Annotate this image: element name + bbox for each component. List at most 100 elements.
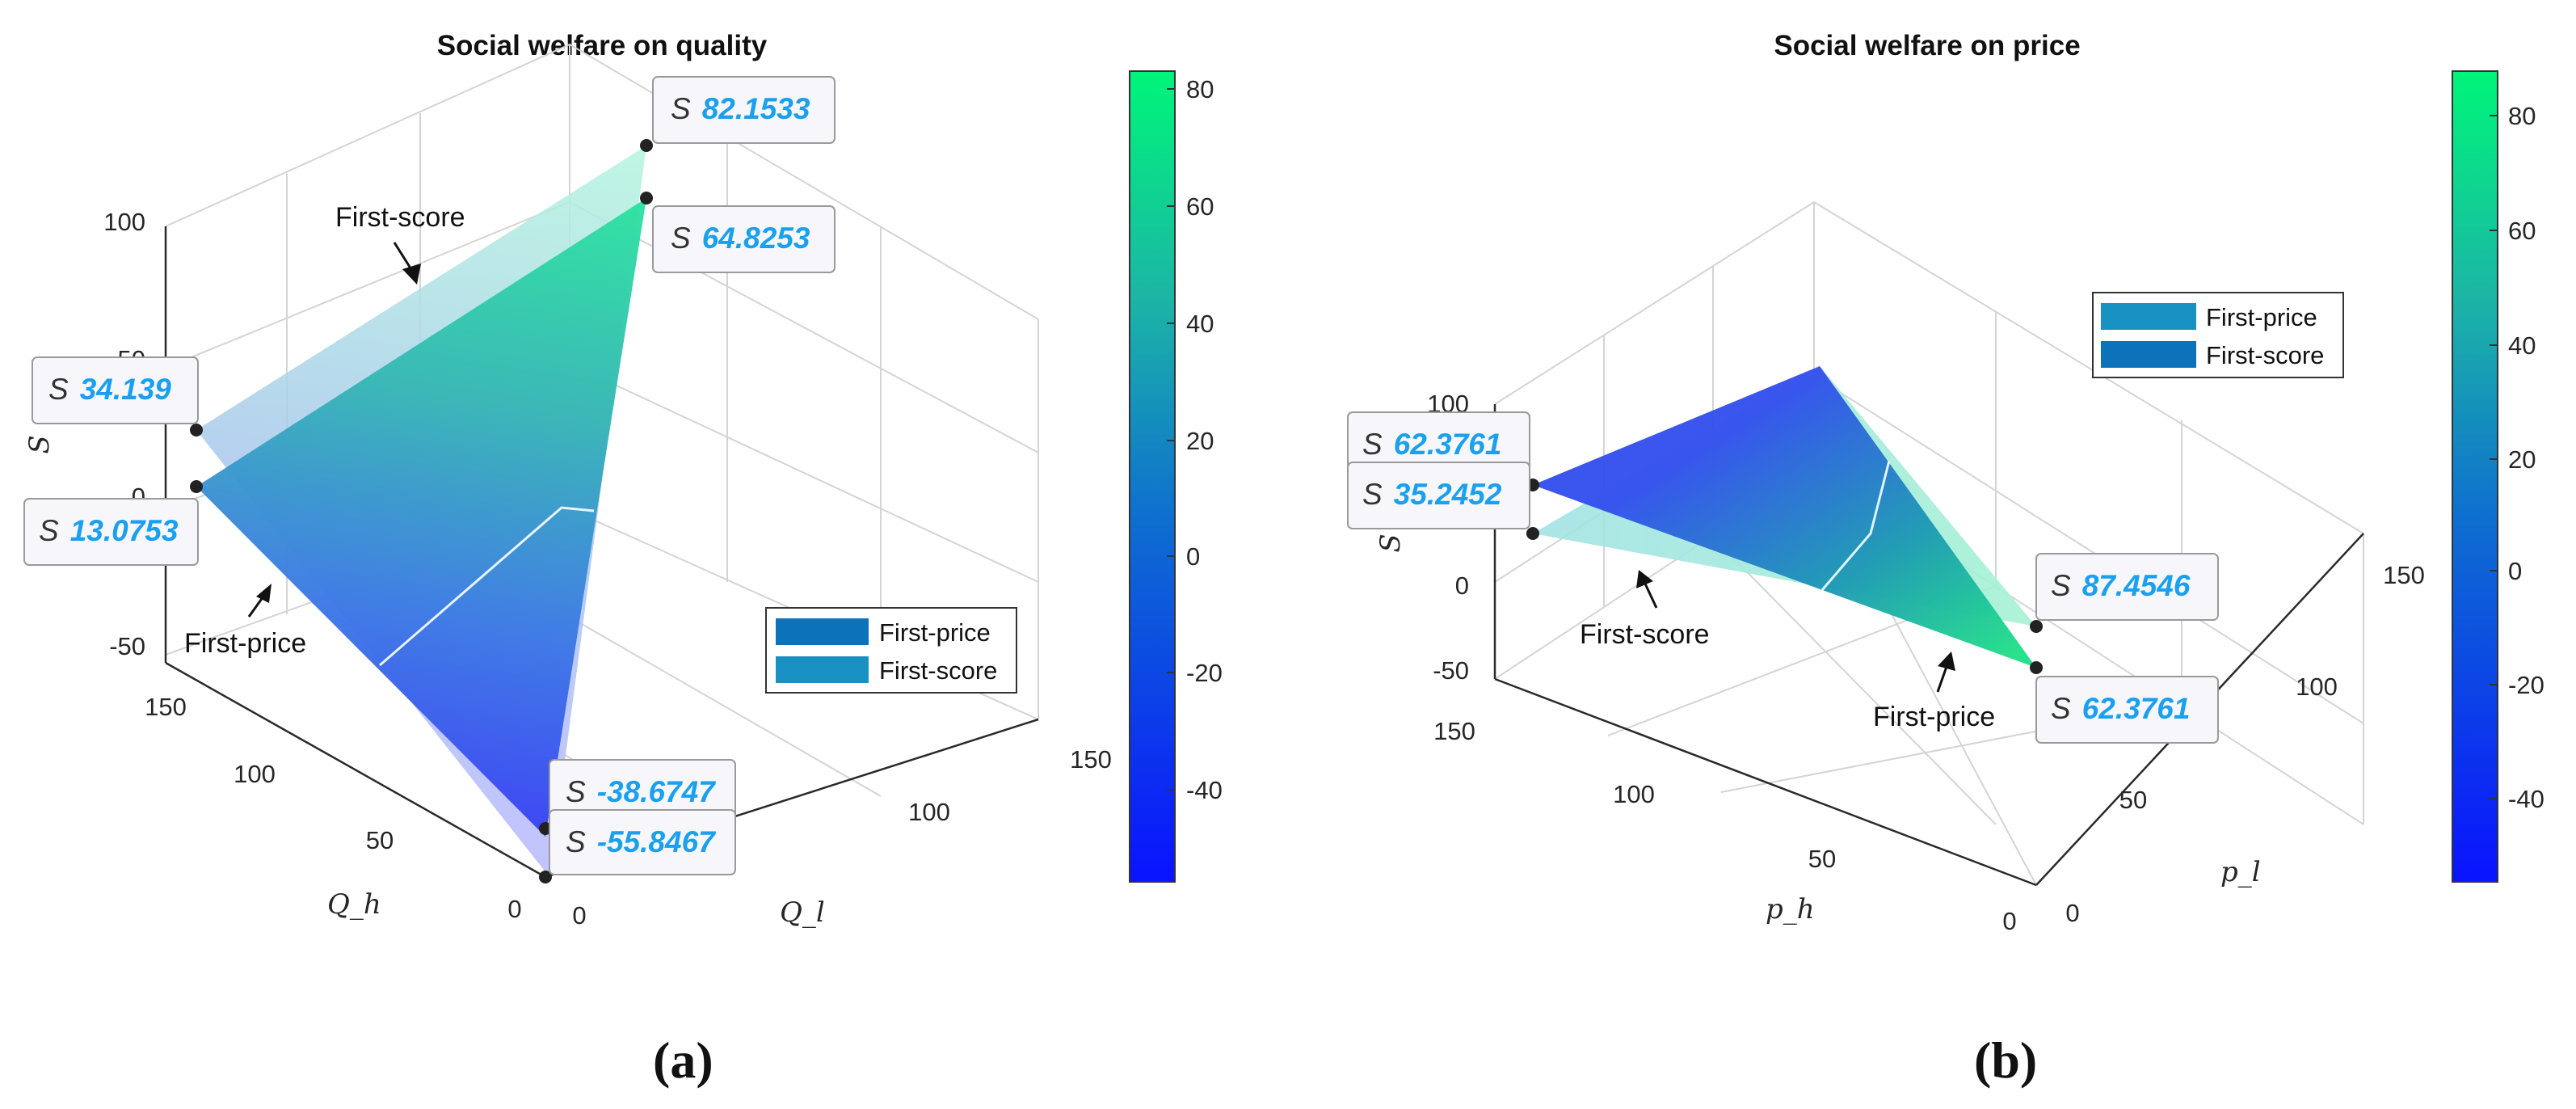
kink-line-a xyxy=(379,506,595,667)
y-tick-b: 150 xyxy=(1433,717,1475,745)
panel-a: Social welfare on quality xyxy=(23,30,1223,930)
datatip-a[interactable]: S -38.6747 xyxy=(549,759,736,825)
x-tick-b: 150 xyxy=(2383,561,2425,589)
datatip-label: S xyxy=(566,775,586,808)
colorbar-tick-label-b: 60 xyxy=(2508,217,2536,245)
datatip-label: S xyxy=(39,514,59,547)
datatip-b[interactable]: S 87.4546 xyxy=(2035,553,2219,621)
z-tick-b: 0 xyxy=(1455,571,1469,600)
svg-text:S82.1533: S 82.1533 xyxy=(671,92,810,125)
first-price-surface-a xyxy=(196,198,646,837)
legend-swatch-first-score-a xyxy=(776,656,869,683)
datatip-a[interactable]: S -55.8467 xyxy=(549,809,736,875)
colorbar-tick-label-b: -40 xyxy=(2508,785,2544,813)
chart-title-b: Social welfare on price xyxy=(1774,30,2080,61)
legend-swatch-first-price-a xyxy=(776,618,869,645)
y-tick-b: 100 xyxy=(1613,780,1655,808)
x-axis-label-b: p_l xyxy=(2220,856,2261,888)
legend-label-b: First-price xyxy=(2206,303,2317,331)
legend-label-a: First-score xyxy=(879,656,997,685)
annotation-arrowhead-a xyxy=(256,584,271,603)
y-tick-a: 0 xyxy=(507,895,521,923)
caption-b: (b) xyxy=(1974,1031,2038,1089)
y-axis-label-b: p_h xyxy=(1766,893,1815,926)
colorbar-tick-label-b: -20 xyxy=(2508,671,2544,699)
x-tick-b: 100 xyxy=(2296,673,2338,701)
x-axis-label-a: Q_l xyxy=(780,896,825,929)
annotation-arrowhead-b xyxy=(1938,651,1955,671)
datatip-label: S xyxy=(566,825,586,858)
datatip-b[interactable]: S 35.2452 xyxy=(1347,462,1530,529)
annotation-arrowhead-b xyxy=(1636,570,1653,588)
colorbar-b xyxy=(2452,70,2498,883)
z-axis-label-a: S xyxy=(23,435,56,453)
datatip-a[interactable]: S 34.139 xyxy=(32,356,199,424)
colorbar-tick-label-a: 20 xyxy=(1186,427,1214,455)
datatip-a[interactable]: S 13.0753 xyxy=(23,498,199,566)
colorbar-ticks-b xyxy=(2490,115,2498,799)
colorbar-tick-label-b: 80 xyxy=(2508,102,2536,130)
z-axis-label-b: S xyxy=(1374,533,1407,552)
z-tick-a: 100 xyxy=(103,208,145,236)
y-tick-b: 0 xyxy=(2002,907,2016,935)
x-tick-b: 0 xyxy=(2065,899,2079,927)
chart-title-a: Social welfare on quality xyxy=(437,30,768,61)
svg-text:S35.2452: S 35.2452 xyxy=(1362,478,1502,511)
colorbar-a xyxy=(1129,70,1176,883)
z-tick-a: -50 xyxy=(109,632,145,660)
annotation-first-price-b: First-price xyxy=(1873,702,1995,732)
legend-swatch-first-score-b xyxy=(2101,341,2196,368)
datatip-value: 64.8253 xyxy=(702,221,810,255)
colorbar-tick-label-b: 0 xyxy=(2508,557,2522,585)
datatip-value: 34.139 xyxy=(80,373,172,406)
caption-a: (a) xyxy=(653,1031,713,1089)
legend-label-b: First-score xyxy=(2206,341,2324,369)
datatip-a[interactable]: S 82.1533 xyxy=(652,76,836,144)
first-price-surface-b xyxy=(1533,366,2036,668)
datatip-value: -55.8467 xyxy=(597,825,717,858)
colorbar-tick-label-a: 80 xyxy=(1186,75,1214,103)
panel-b: Social welfare on price xyxy=(1347,30,2544,935)
annotation-first-price-a: First-price xyxy=(184,628,306,659)
y-tick-a: 100 xyxy=(234,760,276,788)
svg-text:S62.3761: S 62.3761 xyxy=(2051,692,2190,725)
datatip-label: S xyxy=(671,221,691,255)
annotation-first-score-b: First-score xyxy=(1580,619,1710,650)
colorbar-tick-label-a: -40 xyxy=(1186,776,1223,804)
datatip-a[interactable]: S 64.8253 xyxy=(652,205,836,273)
datatip-b[interactable]: S 62.3761 xyxy=(2035,676,2219,744)
datatip-label: S xyxy=(48,373,69,406)
y-axis-label-a: Q_h xyxy=(327,888,381,921)
colorbar-tick-label-b: 40 xyxy=(2508,331,2536,360)
datatip-label: S xyxy=(2051,569,2071,602)
legend-b: First-price First-score xyxy=(2092,292,2344,378)
datatip-label: S xyxy=(1362,478,1383,511)
annotation-first-score-a: First-score xyxy=(335,202,465,233)
svg-text:S-55.8467: S -55.8467 xyxy=(566,825,717,858)
annotation-arrowhead-a xyxy=(402,264,421,285)
svg-text:S64.8253: S 64.8253 xyxy=(671,221,810,255)
colorbar-ticks-a xyxy=(1167,88,1175,791)
legend-label-a: First-price xyxy=(879,618,991,647)
datatip-value: 82.1533 xyxy=(702,92,810,125)
colorbar-tick-label-a: 0 xyxy=(1186,542,1200,571)
datatip-label: S xyxy=(1362,428,1383,461)
svg-text:S-38.6747: S -38.6747 xyxy=(566,775,717,808)
datatip-value: 62.3761 xyxy=(2082,692,2191,725)
kink-line-b xyxy=(1820,460,1891,591)
datatip-value: 87.4546 xyxy=(2082,569,2191,602)
datatip-value: 35.2452 xyxy=(1394,478,1502,511)
colorbar-tick-label-a: 60 xyxy=(1186,192,1214,221)
y-tick-b: 50 xyxy=(1808,845,1836,873)
datatip-label: S xyxy=(671,92,691,125)
legend-a: First-price First-score xyxy=(765,607,1017,694)
svg-text:S87.4546: S 87.4546 xyxy=(2051,569,2191,602)
colorbar-tick-label-b: 20 xyxy=(2508,445,2536,474)
colorbar-tick-label-a: 40 xyxy=(1186,310,1214,338)
legend-swatch-first-price-b xyxy=(2101,303,2196,330)
z-tick-b: -50 xyxy=(1433,656,1469,685)
datatip-value: 13.0753 xyxy=(70,514,179,547)
datatip-value: -38.6747 xyxy=(597,775,717,808)
x-tick-b: 50 xyxy=(2119,786,2147,814)
